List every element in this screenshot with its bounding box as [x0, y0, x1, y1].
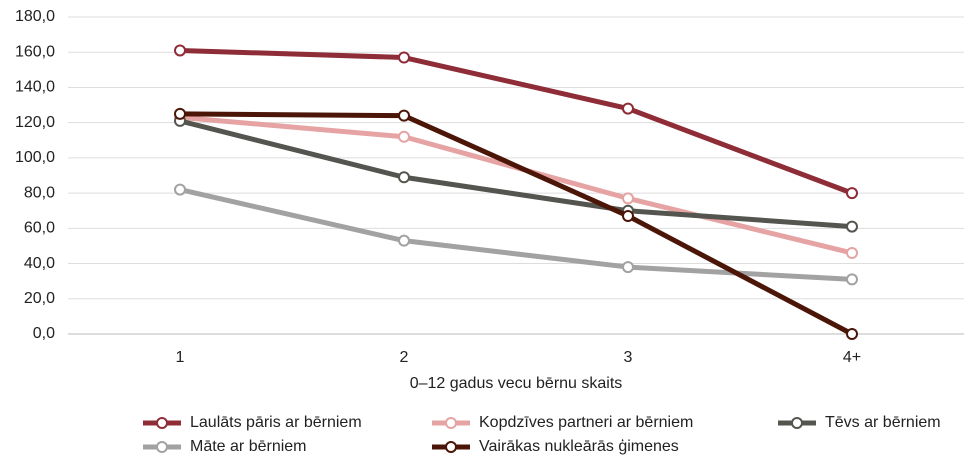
y-tick-label: 60,0: [24, 220, 55, 237]
x-tick-label: 4+: [843, 349, 861, 366]
y-tick-label: 160,0: [15, 43, 55, 60]
legend-label: Kopdzīves partneri ar bērniem: [479, 414, 693, 431]
legend-marker: [445, 417, 457, 429]
legend-label: Māte ar bērniem: [190, 438, 307, 455]
data-point: [846, 220, 858, 233]
series-line: [179, 114, 853, 256]
data-point: [398, 51, 410, 64]
data-point: [174, 44, 186, 57]
y-tick-label: 140,0: [15, 79, 55, 96]
data-point: [622, 192, 634, 205]
x-axis-label: 0–12 gadus vecu bērnu skaits: [410, 375, 623, 392]
data-point: [622, 261, 634, 274]
data-point: [174, 107, 186, 120]
data-point: [846, 328, 858, 340]
data-point: [846, 187, 858, 200]
data-point: [174, 183, 186, 196]
series-line: [179, 118, 853, 230]
legend-label: Laulāts pāris ar bērniem: [190, 414, 362, 431]
legend-marker: [156, 441, 168, 453]
series-line: [179, 187, 853, 282]
y-tick-label: 80,0: [24, 184, 55, 201]
y-tick-label: 0,0: [33, 325, 55, 342]
legend-label: Vairākas nukleārās ģimenes: [479, 437, 679, 455]
x-tick-label: 1: [176, 349, 185, 366]
data-point: [622, 210, 634, 223]
y-tick-label: 120,0: [15, 114, 55, 131]
series-line: [179, 47, 853, 196]
data-point: [398, 130, 410, 143]
y-tick-label: 100,0: [15, 149, 55, 166]
y-tick-label: 40,0: [24, 255, 55, 272]
legend-marker: [791, 417, 803, 429]
y-tick-label: 20,0: [24, 290, 55, 307]
legend-marker: [445, 441, 457, 453]
data-point: [398, 171, 410, 184]
data-point: [846, 246, 858, 259]
y-tick-label: 180,0: [15, 8, 55, 25]
data-point: [398, 234, 410, 247]
legend-label: Tēvs ar bērniem: [825, 414, 941, 431]
data-point: [398, 109, 410, 122]
x-tick-label: 3: [624, 349, 633, 366]
legend-marker: [156, 417, 168, 429]
series-line: [179, 111, 854, 337]
data-point: [622, 102, 634, 115]
x-tick-label: 2: [400, 349, 409, 366]
data-point: [846, 273, 858, 286]
